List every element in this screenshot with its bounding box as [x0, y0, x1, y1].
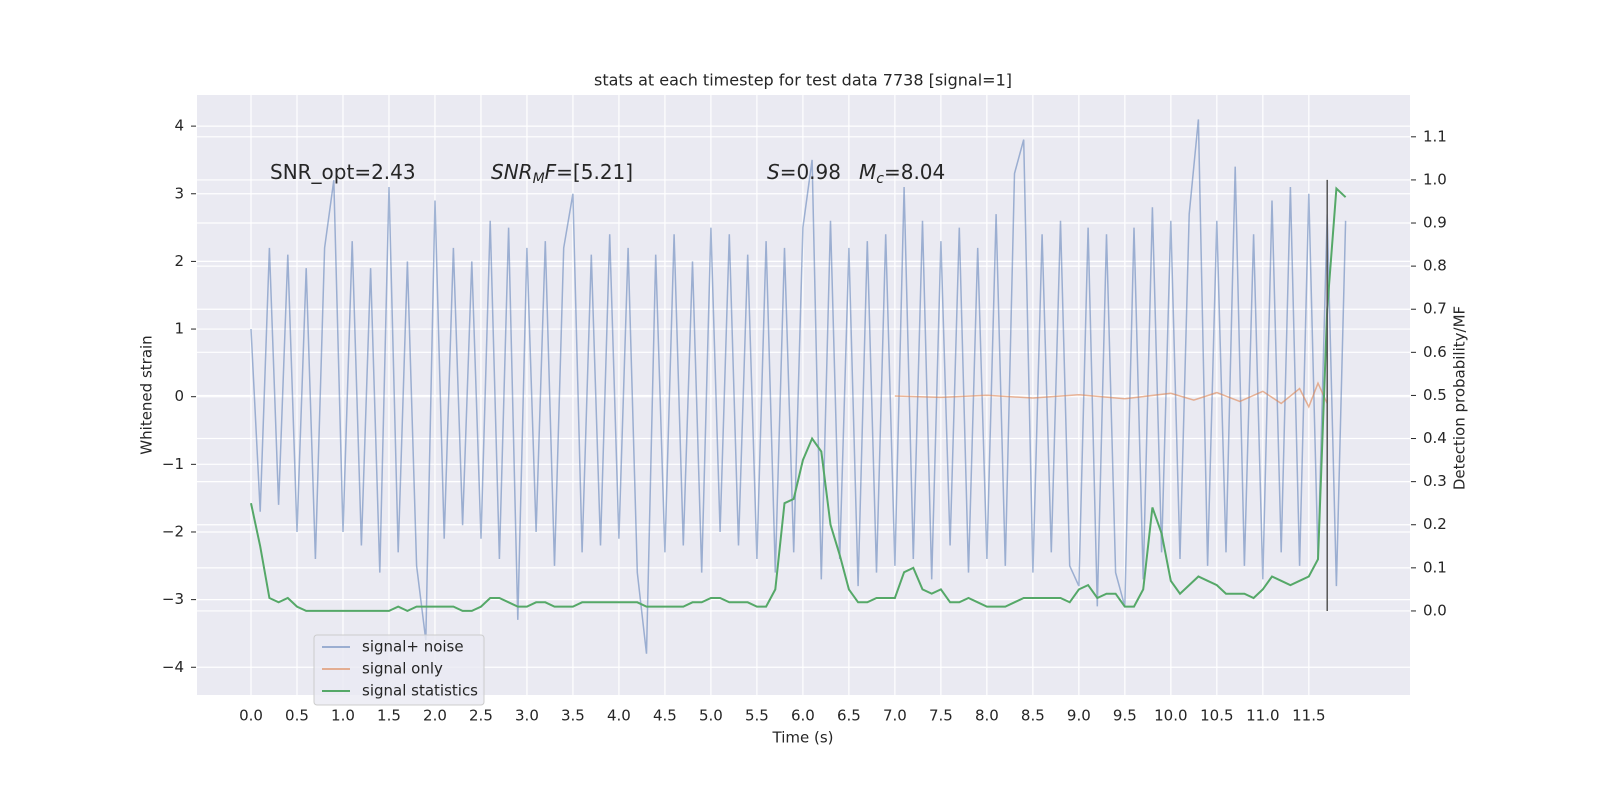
labels: 0.0 0.5 1.0 1.5 2.0 2.5 3.0 3.5 4.0 4.5 5.0 5.5 6.0 6…	[162, 117, 1447, 725]
annotation-run: S	[767, 160, 780, 184]
y2-tick-label: 0.7	[1423, 300, 1447, 318]
legend-label: signal+ noise	[362, 638, 464, 656]
y-tick-label: 0	[174, 387, 184, 405]
x-tick-label: 6.0	[791, 707, 815, 725]
x-tick-label: 0.5	[285, 707, 309, 725]
annotation: SNR_opt=2.43	[270, 160, 416, 184]
annotation-run: =0.98	[780, 160, 841, 184]
x-tick-label: 5.0	[699, 707, 723, 725]
annotation: Mc=8.04	[859, 160, 945, 188]
y-tick-label: 4	[174, 117, 184, 135]
annotation: S=0.98	[767, 160, 841, 184]
y-tick-label: −1	[162, 455, 184, 473]
annotation-run: =8.04	[884, 160, 945, 184]
annotation-run: c	[876, 171, 884, 187]
x-tick-label: 10.0	[1154, 707, 1187, 725]
x-tick-label: 3.5	[561, 707, 585, 725]
x-tick-label: 7.0	[883, 707, 907, 725]
annotation-run: SNR_opt=2.43	[270, 160, 416, 184]
annotation-run: SNR	[491, 160, 533, 184]
marks	[250, 119, 1347, 654]
annotation: SNRMF=[5.21]	[491, 160, 633, 188]
annotation-run: =[5.21]	[556, 160, 633, 184]
y2-tick-label: 0.2	[1423, 515, 1447, 533]
y-tick-label: −3	[162, 590, 184, 608]
chart-title: stats at each timestep for test data 773…	[594, 71, 1012, 90]
legend-label: signal statistics	[362, 682, 478, 700]
y2-tick-label: 0.6	[1423, 343, 1447, 361]
annotation-run: M	[533, 171, 545, 187]
x-tick-label: 2.0	[423, 707, 447, 725]
x-tick-label: 3.0	[515, 707, 539, 725]
x-axis-label: Time (s)	[772, 729, 834, 747]
y2-tick-label: 0.0	[1423, 601, 1447, 619]
y-tick-label: 3	[174, 184, 184, 202]
y2-tick-label: 0.9	[1423, 214, 1447, 232]
series-line	[250, 186, 1347, 613]
x-tick-label: 11.0	[1246, 707, 1279, 725]
x-tick-label: 8.5	[1021, 707, 1045, 725]
annotation-run: F	[545, 160, 557, 184]
y2-tick-label: 1.1	[1423, 127, 1447, 145]
x-tick-label: 5.5	[745, 707, 769, 725]
x-tick-label: 2.5	[469, 707, 493, 725]
y-tick-label: −2	[162, 522, 184, 540]
x-tick-label: 10.5	[1200, 707, 1233, 725]
x-tick-label: 4.0	[607, 707, 631, 725]
x-tick-label: 9.0	[1067, 707, 1091, 725]
legend-label: signal only	[362, 660, 443, 678]
x-tick-label: 9.5	[1113, 707, 1137, 725]
y2-tick-label: 1.0	[1423, 170, 1447, 188]
x-tick-label: 8.0	[975, 707, 999, 725]
x-tick-label: 1.0	[331, 707, 355, 725]
x-tick-label: 0.0	[239, 707, 263, 725]
series-line	[894, 381, 1328, 409]
x-tick-label: 4.5	[653, 707, 677, 725]
y-axis-label: Whitened strain	[138, 335, 156, 454]
x-tick-label: 6.5	[837, 707, 861, 725]
y2-tick-label: 0.5	[1423, 386, 1447, 404]
x-tick-label: 7.5	[929, 707, 953, 725]
y2-axis-label: Detection probability/MF	[1451, 306, 1469, 490]
y-tick-label: −4	[162, 658, 184, 676]
y2-tick-label: 0.4	[1423, 429, 1447, 447]
y2-tick-label: 0.3	[1423, 472, 1447, 490]
series-line	[250, 119, 1347, 654]
x-tick-label: 1.5	[377, 707, 401, 725]
legend-box	[313, 634, 485, 706]
y-tick-label: 1	[174, 320, 184, 338]
x-tick-label: 11.5	[1292, 707, 1325, 725]
annotation-run: M	[859, 160, 876, 184]
y-tick-label: 2	[174, 252, 184, 270]
y2-tick-label: 0.8	[1423, 257, 1447, 275]
y2-tick-label: 0.1	[1423, 558, 1447, 576]
